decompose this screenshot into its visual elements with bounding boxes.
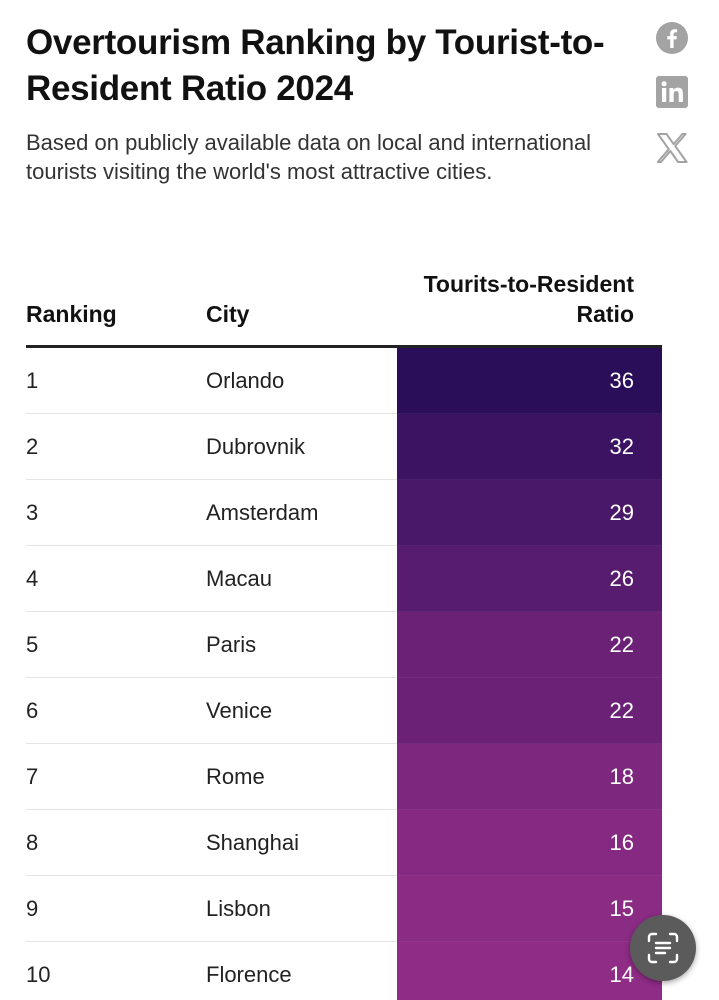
- cell-ratio: 15: [397, 875, 662, 942]
- table-row: 3 Amsterdam 29: [26, 479, 662, 546]
- cell-city: Rome: [206, 743, 397, 810]
- linkedin-icon: [656, 76, 688, 108]
- cell-city: Macau: [206, 545, 397, 612]
- table-row: 2 Dubrovnik 32: [26, 413, 662, 480]
- facebook-icon: [656, 22, 688, 54]
- cell-city: Shanghai: [206, 809, 397, 876]
- cell-city: Paris: [206, 611, 397, 678]
- table-row: 5 Paris 22: [26, 611, 662, 678]
- cell-ratio: 14: [397, 941, 662, 1000]
- cell-ranking: 8: [26, 809, 206, 876]
- table-row: 10 Florence 14: [26, 941, 662, 1000]
- table-row: 4 Macau 26: [26, 545, 662, 612]
- table-row: 7 Rome 18: [26, 743, 662, 810]
- cell-ratio: 32: [397, 413, 662, 480]
- cell-ranking: 5: [26, 611, 206, 678]
- cell-ratio: 26: [397, 545, 662, 612]
- cell-ranking: 10: [26, 941, 206, 1000]
- cell-ratio: 29: [397, 479, 662, 546]
- cell-city: Florence: [206, 941, 397, 1000]
- cell-ranking: 3: [26, 479, 206, 546]
- cell-ratio: 18: [397, 743, 662, 810]
- cell-ranking: 1: [26, 346, 206, 414]
- cell-ranking: 9: [26, 875, 206, 942]
- text-scan-icon: [647, 932, 679, 964]
- table-row: 6 Venice 22: [26, 677, 662, 744]
- cell-ranking: 6: [26, 677, 206, 744]
- cell-ranking: 4: [26, 545, 206, 612]
- column-header-ranking: Ranking: [26, 255, 206, 348]
- ranking-table: Ranking City Tourits-to-Resident Ratio 1…: [26, 255, 662, 1000]
- cell-ratio: 22: [397, 611, 662, 678]
- cell-city: Orlando: [206, 346, 397, 414]
- table-row: 1 Orlando 36: [26, 346, 662, 414]
- table-row: 9 Lisbon 15: [26, 875, 662, 942]
- ranking-table-body: 1 Orlando 36 2 Dubrovnik 32 3 Amsterdam 29 4 Macau…: [26, 346, 662, 1000]
- chart-title: Overtourism Ranking by Tourist-to-Reside…: [26, 23, 605, 108]
- cell-city: Dubrovnik: [206, 413, 397, 480]
- x-icon: [656, 133, 688, 163]
- cell-city: Lisbon: [206, 875, 397, 942]
- cell-ratio: 36: [397, 346, 662, 414]
- x-share-button[interactable]: [655, 131, 689, 165]
- column-header-ratio: Tourits-to-Resident Ratio: [397, 255, 662, 348]
- linkedin-share-button[interactable]: [655, 75, 689, 109]
- cell-ranking: 2: [26, 413, 206, 480]
- text-scan-button[interactable]: [630, 915, 696, 981]
- chart-subtitle: Based on publicly available data on loca…: [26, 130, 592, 184]
- cell-city: Venice: [206, 677, 397, 744]
- cell-ratio: 22: [397, 677, 662, 744]
- facebook-share-button[interactable]: [655, 21, 689, 55]
- cell-city: Amsterdam: [206, 479, 397, 546]
- column-header-city: City: [206, 255, 397, 348]
- cell-ranking: 7: [26, 743, 206, 810]
- cell-ratio: 16: [397, 809, 662, 876]
- table-row: 8 Shanghai 16: [26, 809, 662, 876]
- table-header-row: Ranking City Tourits-to-Resident Ratio: [26, 255, 662, 348]
